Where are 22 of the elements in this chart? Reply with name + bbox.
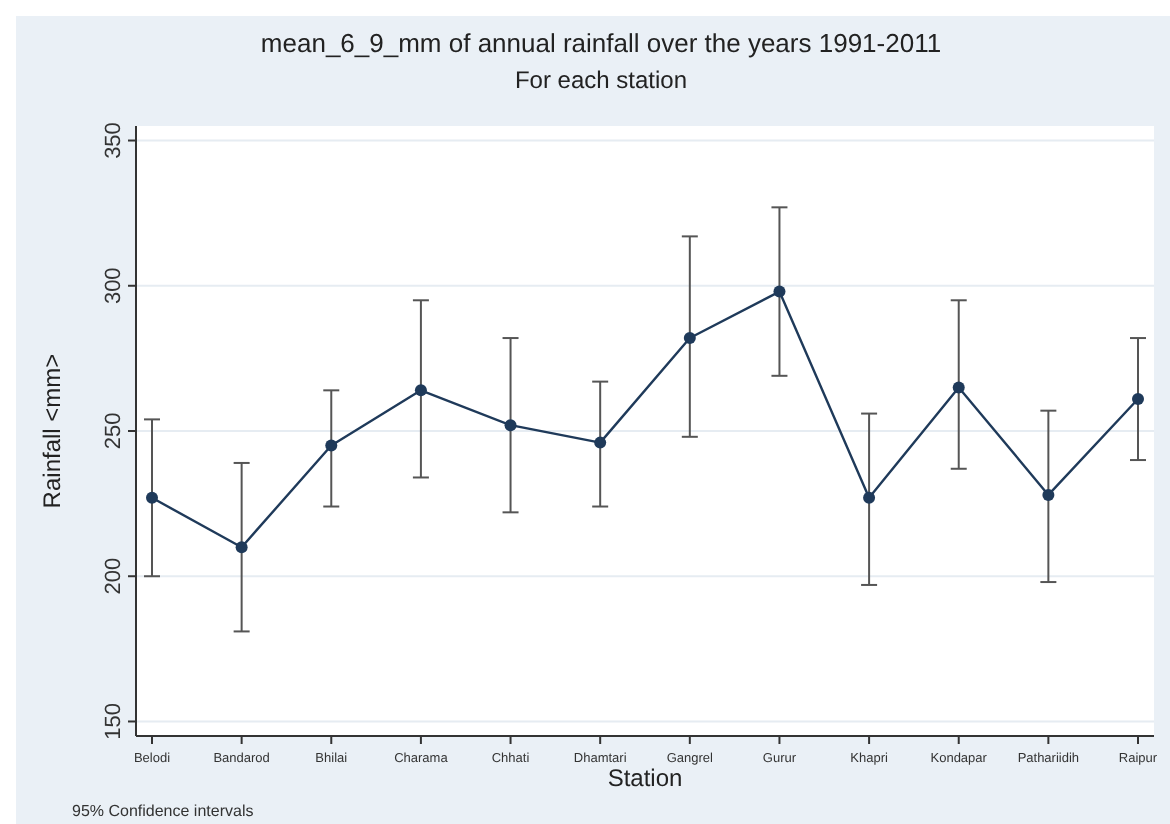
y-tick-label: 300 [102, 267, 126, 305]
y-tick-label: 250 [102, 412, 126, 450]
point [504, 419, 517, 432]
chart-subtitle: For each station [514, 66, 688, 94]
point [414, 384, 427, 397]
y-axis-title: Rainfall <mm> [38, 353, 66, 509]
point [1042, 488, 1055, 501]
point [952, 381, 965, 394]
y-tick-label: 350 [102, 122, 126, 159]
point [683, 332, 696, 345]
y-tick-label: 200 [102, 557, 126, 595]
point [1132, 393, 1144, 406]
point [235, 541, 248, 554]
point [773, 285, 786, 298]
text: 95% Confidence intervals [72, 802, 254, 820]
point [325, 439, 338, 452]
x-axis-title: Station [607, 764, 683, 792]
point [146, 491, 158, 504]
y-tick-label: 150 [102, 703, 126, 740]
point [594, 436, 607, 449]
point [863, 491, 876, 504]
chart-title: mean_6_9_mm of annual rainfall over the years 1991-2011 [260, 28, 942, 58]
